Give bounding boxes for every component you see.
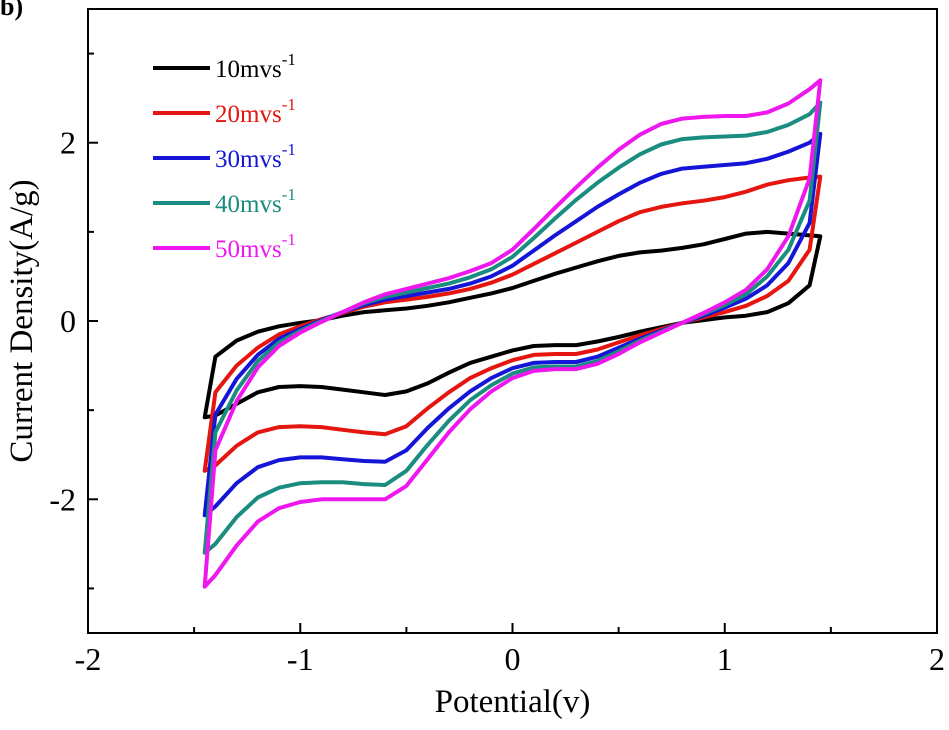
series-line-1: [202, 229, 823, 420]
series-line-2: [202, 174, 823, 473]
y-axis-label: Current Density(A/g): [4, 179, 40, 462]
legend-label-2: 20mvs-1: [215, 95, 296, 128]
y-tick-label: 2: [60, 125, 76, 161]
series-line-5: [202, 78, 823, 589]
legend-label-3: 30mvs-1: [215, 140, 296, 173]
panel-label: b): [0, 0, 24, 21]
y-tick-label: -2: [49, 481, 76, 517]
y-axis-ticks: -2 0 2: [49, 52, 98, 590]
legend-label-1: 10mvs-1: [215, 50, 296, 83]
y-tick-label: 0: [60, 303, 76, 339]
series-line-3: [202, 131, 823, 518]
x-tick-label: 2: [929, 641, 945, 677]
x-tick-label: 1: [717, 641, 733, 677]
x-tick-label: -2: [75, 641, 102, 677]
series-line-4: [202, 100, 823, 555]
x-axis-label: Potential(v): [435, 684, 591, 720]
x-axis-ticks: -2 -1 0 1 2: [75, 623, 945, 677]
x-tick-label: -1: [287, 641, 314, 677]
x-tick-label: 0: [505, 641, 521, 677]
legend-label-4: 40mvs-1: [215, 185, 296, 218]
legend: 10mvs-1 20mvs-1 30mvs-1 40mvs-1 50mvs-1: [153, 50, 296, 263]
series-layer: [202, 78, 823, 589]
legend-label-5: 50mvs-1: [215, 230, 296, 263]
